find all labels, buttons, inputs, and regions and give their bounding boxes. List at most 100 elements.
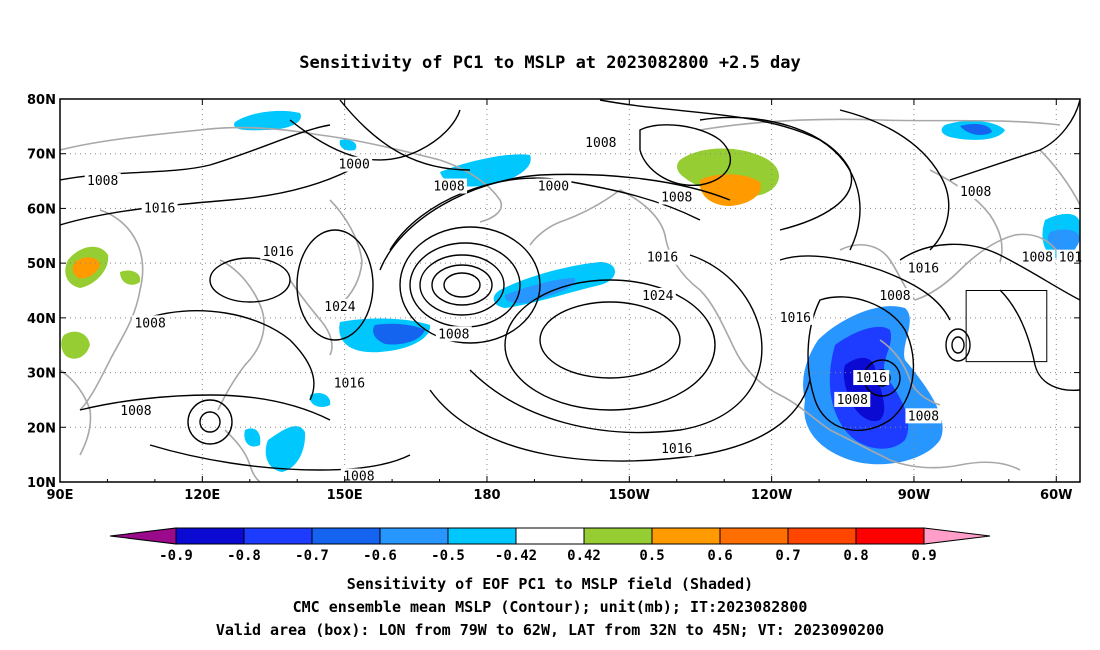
lat-tick-label: 50N <box>27 257 56 272</box>
coastline <box>224 429 261 482</box>
map-grid <box>60 99 1080 482</box>
shade-patch <box>440 154 531 187</box>
shade-patch <box>244 428 261 447</box>
isobar <box>419 254 505 316</box>
isobar-label-bg <box>853 370 890 386</box>
caption-line-1: Sensitivity of EOF PC1 to MSLP field (Sh… <box>347 575 753 593</box>
lat-tick-label: 10N <box>27 476 56 491</box>
coastline <box>879 339 941 406</box>
colorbar-label: -0.6 <box>363 548 397 564</box>
colorbar-label: -0.5 <box>431 548 465 564</box>
isobar-label: 1024 <box>324 300 355 315</box>
isobar-label: 1008 <box>134 316 165 331</box>
isobar-label: 1000 <box>338 158 369 173</box>
figure-title: Sensitivity of PC1 to MSLP at 2023082800… <box>299 53 801 73</box>
isobar-label-bg <box>1056 249 1085 265</box>
coastline <box>829 429 1021 471</box>
isobar-label: 1016 <box>856 371 887 386</box>
isobar-label-bg <box>321 298 358 314</box>
isobar-label: 101 <box>1059 251 1082 266</box>
isobar-label-bg <box>431 178 468 194</box>
colorbar-label: -0.9 <box>159 548 193 564</box>
isobar <box>839 109 950 251</box>
colorbar-segment <box>311 527 381 545</box>
colorbar-label: 0.5 <box>639 548 664 564</box>
shade-patch <box>72 257 100 279</box>
colorbar-label: 0.42 <box>567 548 601 564</box>
isobar-label: 1008 <box>908 409 939 424</box>
isobar <box>443 272 481 298</box>
isobar-label: 1008 <box>87 174 118 189</box>
isobar <box>504 279 716 411</box>
isobar-label-bg <box>639 287 676 303</box>
colorbar-end-right <box>923 527 991 545</box>
coastline <box>529 189 621 246</box>
isobar-label: 1016 <box>144 201 175 216</box>
isobar <box>949 99 1080 181</box>
isobar-label: 1008 <box>837 393 868 408</box>
colorbar-segment <box>447 527 517 545</box>
isobar <box>951 336 965 354</box>
lon-tick-label: 150E <box>327 488 363 503</box>
shade-patch <box>373 323 425 345</box>
mslp-contours <box>60 99 1080 471</box>
isobar-label-bg <box>905 408 942 424</box>
isobar-label: 1008 <box>343 470 374 485</box>
lon-tick-label: 90E <box>47 488 74 503</box>
colorbar <box>109 527 991 545</box>
isobar <box>289 109 461 161</box>
colorbar-end-left <box>109 527 177 545</box>
isobar-label: 1016 <box>661 442 692 457</box>
coastlines <box>60 118 1080 482</box>
shade-patch <box>234 110 301 131</box>
axis-tick-marks <box>59 98 1080 483</box>
isobar-label-bg <box>141 200 178 216</box>
isobar <box>945 328 971 362</box>
isobar <box>399 226 541 344</box>
lon-tick-label: 60W <box>1040 488 1072 503</box>
isobar-label-bg <box>1019 249 1056 265</box>
isobar-label-bg <box>336 156 373 172</box>
isobar <box>779 255 951 321</box>
isobar-label-bg <box>340 468 377 484</box>
coastline <box>699 118 1061 131</box>
colorbar-label: -0.8 <box>227 548 261 564</box>
isobar-label-bg <box>957 184 994 200</box>
colorbar-labels: -0.9 -0.8 -0.7 -0.6 -0.5 -0.42 0.42 0.5 0.6 0.7 0.… <box>159 548 937 564</box>
caption-line-3: Valid area (box): LON from 79W to 62W, L… <box>216 621 884 639</box>
isobar-label-bg <box>260 244 297 260</box>
colorbar-segment <box>175 527 245 545</box>
shade-patch <box>120 270 141 285</box>
coastline <box>60 126 441 161</box>
coastline <box>289 279 333 356</box>
isobar-label-bg <box>777 309 814 325</box>
coastline <box>79 209 144 411</box>
isobar <box>209 257 291 303</box>
isobar-label: 1016 <box>780 311 811 326</box>
map-frame <box>59 98 1081 483</box>
isobar <box>379 173 731 271</box>
isobar <box>807 296 915 432</box>
isobar-label: 1024 <box>642 289 673 304</box>
isobar <box>139 310 315 401</box>
coastline <box>217 259 265 411</box>
isobar <box>296 229 374 341</box>
lon-tick-label: 120E <box>184 488 220 503</box>
lon-tick-label: 150W <box>609 488 650 503</box>
lat-tick-label: 80N <box>27 93 56 108</box>
isobar <box>187 399 233 445</box>
isobar <box>599 99 861 251</box>
colorbar-label: 0.8 <box>843 548 868 564</box>
coastline <box>329 199 363 306</box>
colorbar-segment <box>243 527 313 545</box>
colorbar-segment <box>515 527 585 545</box>
colorbar-segment <box>787 527 857 545</box>
colorbar-segment <box>651 527 721 545</box>
lat-tick-label: 70N <box>27 148 56 163</box>
isobar-label-bg <box>644 249 681 265</box>
colorbar-segment <box>855 527 925 545</box>
colorbar-segment <box>379 527 449 545</box>
lon-tick-label: 120W <box>751 488 792 503</box>
